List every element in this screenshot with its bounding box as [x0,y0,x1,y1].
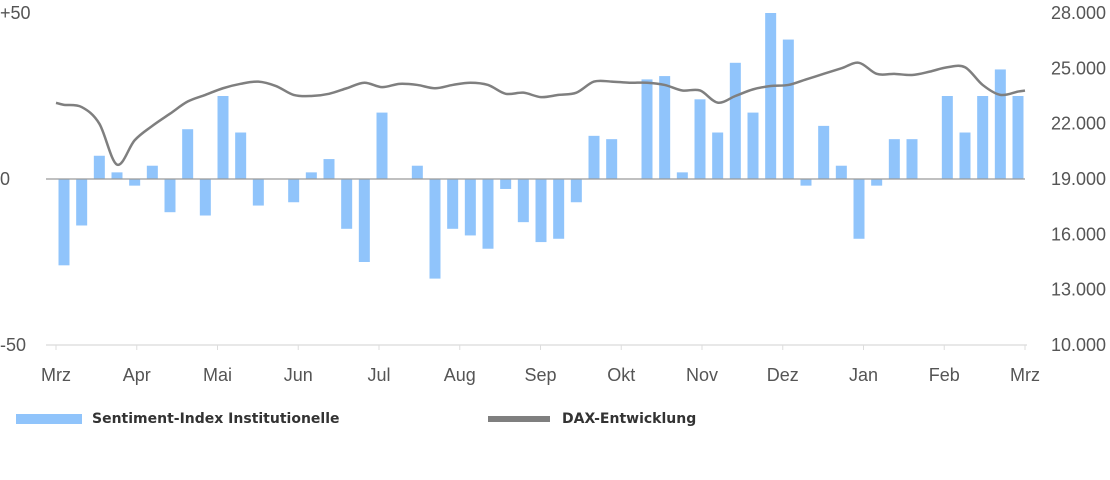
legend-swatch-line [488,416,550,422]
sentiment-bar [111,172,123,179]
sentiment-bar [853,179,865,239]
x-tick-label: Dez [767,365,799,385]
sentiment-bar [500,179,512,189]
sentiment-bar [570,179,582,203]
sentiment-bar [994,69,1006,179]
x-tick-label: Jun [284,365,313,385]
y-left-tick-label: -50 [0,335,26,355]
sentiment-bar [835,165,847,179]
sentiment-bar [729,62,741,179]
dax-line [55,61,1026,166]
sentiment-bar [76,179,88,226]
x-tick-label: Jul [367,365,390,385]
sentiment-bar [217,96,229,179]
sentiment-bar [606,139,618,179]
y-right-tick-label: 19.000 [1051,169,1106,189]
sentiment-bar [659,76,671,179]
sentiment-bar [429,179,441,279]
sentiment-bar [747,112,759,179]
y-right-tick-label: 10.000 [1051,335,1106,355]
sentiment-bar [553,179,565,239]
sentiment-bar [305,172,317,179]
sentiment-bar [58,179,70,266]
sentiment-bar [288,179,300,203]
sentiment-bar [712,132,724,179]
x-tick-label: Okt [607,365,635,385]
legend-label-sentiment: Sentiment-Index Institutionelle [92,411,340,427]
sentiment-bar [164,179,176,213]
legend-label-dax: DAX-Entwicklung [562,411,697,427]
x-tick-label: Mrz [1010,365,1040,385]
sentiment-bar [1012,96,1024,179]
sentiment-bar [871,179,883,186]
sentiment-bar [818,125,830,179]
y-right-tick-label: 16.000 [1051,224,1106,244]
sentiment-bar [941,96,953,179]
sentiment-bar [358,179,370,262]
legend-item-sentiment: Sentiment-Index Institutionelle [16,411,340,427]
sentiment-bar [765,13,777,179]
sentiment-bar [447,179,459,229]
sentiment-bar [959,132,971,179]
x-tick-label: Sep [524,365,556,385]
x-tick-label: Apr [123,365,151,385]
sentiment-bar [517,179,529,223]
x-tick-label: Nov [686,365,718,385]
x-tick-label: Jan [849,365,878,385]
y-right-tick-label: 28.000 [1051,3,1106,23]
sentiment-bar [464,179,476,236]
sentiment-bar [535,179,547,243]
sentiment-bar [411,165,423,179]
sentiment-bar [146,165,158,179]
sentiment-bar [676,172,688,179]
sentiment-bar [482,179,494,249]
sentiment-bar [906,139,918,179]
sentiment-bar [341,179,353,229]
sentiment-bar [977,96,989,179]
sentiment-bar [888,139,900,179]
x-tick-label: Mrz [41,365,71,385]
y-right-tick-label: 25.000 [1051,58,1106,78]
sentiment-bar [800,179,812,186]
x-tick-label: Mai [203,365,232,385]
sentiment-bar [376,112,388,179]
x-tick-label: Feb [929,365,960,385]
x-tick-label: Aug [444,365,476,385]
sentiment-bar [199,179,211,216]
sentiment-bar [252,179,264,206]
sentiment-bar [129,179,141,186]
legend-item-dax: DAX-Entwicklung [488,411,696,427]
sentiment-bar [641,79,653,179]
sentiment-bar [235,132,247,179]
y-right-tick-label: 22.000 [1051,114,1106,134]
y-left-tick-label: +50 [0,3,31,23]
y-right-tick-label: 13.000 [1051,280,1106,300]
sentiment-bar [182,129,194,179]
sentiment-bar [93,155,105,179]
y-left-tick-label: 0 [0,169,10,189]
legend-swatch-bar [16,414,82,424]
sentiment-bar [588,135,600,179]
sentiment-bar [694,99,706,179]
sentiment-bar [782,39,794,180]
sentiment-bar [323,159,335,179]
